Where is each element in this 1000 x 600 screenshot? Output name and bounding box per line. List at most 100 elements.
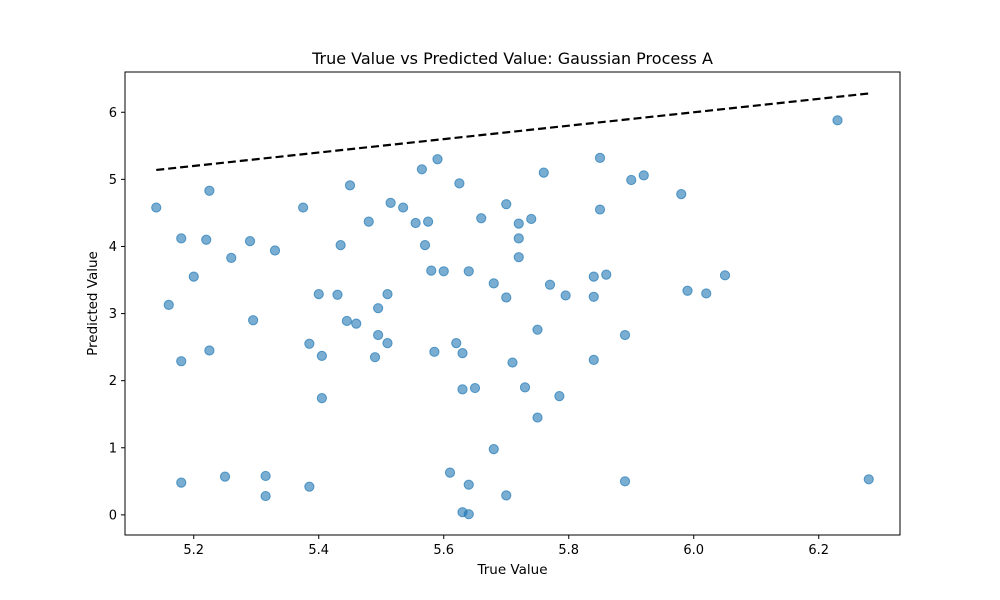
data-point [201,234,212,245]
data-point [332,289,343,300]
y-tick-label: 4 [109,240,117,255]
data-point [313,289,324,300]
data-point [469,382,481,394]
data-point [488,278,499,289]
data-point [204,345,215,356]
y-axis: 0 1 2 3 4 5 6 [109,106,125,523]
data-point [410,217,421,229]
data-point [507,357,518,368]
data-point [532,412,543,423]
data-point [316,350,327,361]
data-point [304,481,315,492]
data-point [419,240,431,251]
data-point [626,174,637,186]
data-point [163,299,174,310]
data-point [588,291,599,302]
data-point [638,170,649,181]
y-tick-label: 0 [109,508,117,523]
data-point [344,180,356,191]
data-point [588,271,599,282]
data-point [423,216,434,227]
data-point [594,152,606,163]
data-point [463,479,474,490]
y-tick-label: 5 [109,173,117,188]
data-point [676,189,687,200]
data-point [554,391,565,402]
y-tick-label: 3 [109,307,117,322]
y-axis-label: Predicted Value [85,251,101,356]
data-point [398,202,409,213]
data-point [373,303,384,314]
y-tick-label: 2 [109,374,117,389]
data-point [269,245,281,256]
data-point [260,470,271,482]
data-point [444,467,456,478]
data-point [432,154,443,165]
data-point [701,288,712,299]
data-point [526,213,537,225]
data-point [244,235,256,247]
data-point [463,266,474,277]
data-point [513,218,524,229]
x-axis: 5.2 5.4 5.6 5.8 6.0 6.2 [183,535,829,558]
plot-area [151,92,874,520]
data-point [438,266,449,277]
data-point [176,477,187,488]
data-point [457,384,468,395]
y-tick-label: 1 [109,441,117,456]
x-tick-label: 6.2 [808,543,829,558]
data-point [260,490,271,502]
data-point [426,265,437,276]
data-point [373,329,384,341]
data-point [501,490,512,501]
data-point [454,178,465,189]
data-point [463,509,474,520]
data-point [476,213,487,224]
data-point [532,324,543,335]
data-point [619,329,631,341]
data-point [682,285,693,296]
data-point [363,216,374,227]
data-point [382,289,393,300]
data-point [619,476,631,487]
data-point [248,315,259,326]
x-tick-label: 5.6 [433,543,454,558]
data-point [385,197,396,208]
data-point [501,199,512,210]
data-point [457,348,468,359]
x-tick-label: 5.2 [183,543,204,558]
data-point [832,115,843,126]
y-tick-label: 6 [109,106,117,121]
plot-frame [124,71,901,536]
data-point [204,185,215,196]
data-point [219,471,231,482]
data-point [335,240,346,251]
data-point [304,338,315,349]
data-point [544,279,556,290]
data-point [341,315,352,327]
data-point [382,337,393,349]
data-point [316,393,327,404]
data-point [594,204,606,215]
data-point [513,252,524,263]
data-point [519,382,531,393]
data-point [226,252,237,263]
data-point [429,346,440,357]
data-point [351,318,362,329]
data-point [538,167,549,178]
data-point [416,164,427,175]
chart-title: True Value vs Predicted Value: Gaussian … [311,49,713,68]
x-tick-label: 6.0 [683,543,704,558]
data-point [560,290,571,301]
data-point [601,269,612,280]
data-point [488,444,499,455]
data-point [588,354,599,365]
x-tick-label: 5.8 [558,543,579,558]
data-point [513,233,524,244]
data-point [151,202,162,213]
data-point [501,292,512,303]
x-tick-label: 5.4 [308,543,329,558]
reference-line [156,92,869,172]
data-point [298,202,309,213]
